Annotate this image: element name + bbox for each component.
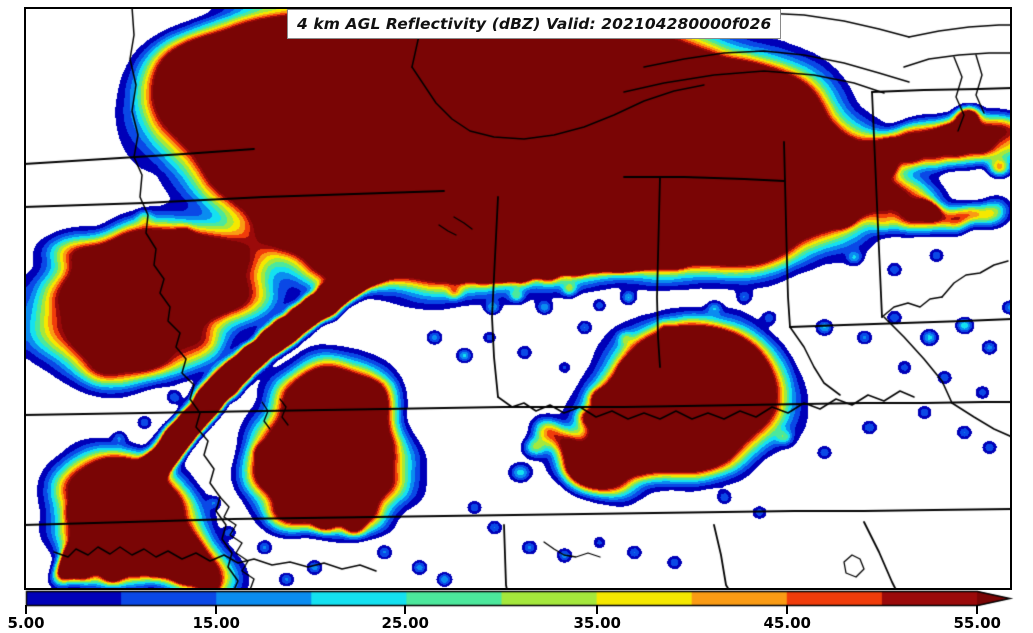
colorbar-tick (976, 605, 978, 614)
colorbar-tick-group: 5.00 15.00 25.00 35.00 45.00 55.00 (0, 590, 1033, 633)
colorbar-tick-label: 15.00 (192, 614, 240, 632)
colorbar[interactable]: 5.00 15.00 25.00 35.00 45.00 55.00 (0, 590, 1033, 633)
colorbar-tick-label: 55.00 (953, 614, 1001, 632)
radar-map-panel[interactable] (24, 7, 1012, 590)
plot-title-box: 4 km AGL Reflectivity (dBZ) Valid: 20210… (287, 9, 782, 39)
colorbar-tick-label: 5.00 (7, 614, 45, 632)
colorbar-tick (596, 605, 598, 614)
colorbar-tick-label: 25.00 (381, 614, 429, 632)
colorbar-tick (404, 605, 406, 614)
colorbar-tick (215, 605, 217, 614)
colorbar-gradient (0, 590, 1033, 614)
colorbar-tick-label: 35.00 (573, 614, 621, 632)
colorbar-tick (25, 605, 27, 614)
colorbar-tick (786, 605, 788, 614)
colorbar-tick-label: 45.00 (763, 614, 811, 632)
plot-title-text: 4 km AGL Reflectivity (dBZ) Valid: 20210… (297, 15, 772, 33)
reflectivity-field-canvas (24, 7, 1012, 590)
